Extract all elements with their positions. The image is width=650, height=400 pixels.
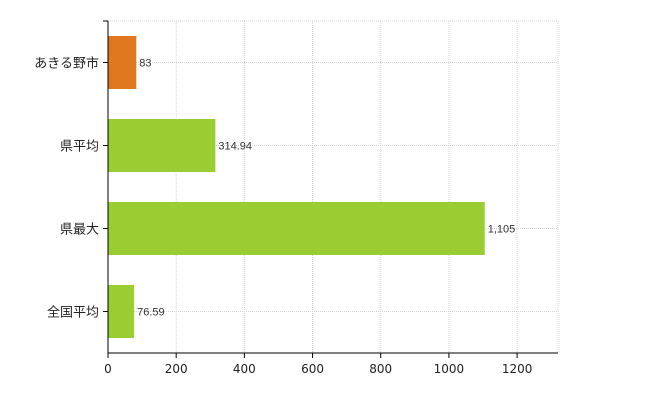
bar bbox=[108, 202, 485, 255]
x-tick-label: 200 bbox=[165, 362, 188, 376]
data-label: 83 bbox=[139, 58, 151, 70]
data-label: 76.59 bbox=[137, 307, 165, 319]
x-tick-label: 1200 bbox=[502, 362, 533, 376]
axes bbox=[103, 20, 558, 358]
data-label: 1,105 bbox=[488, 224, 516, 236]
labels: 83 あきる野市 314.94 県平均 1,105 県最大 76.59 全国平均 0 200 400… bbox=[34, 56, 532, 377]
x-tick-label: 600 bbox=[301, 362, 324, 376]
x-tick-label: 1000 bbox=[434, 362, 465, 376]
bars bbox=[108, 36, 485, 338]
x-tick-label: 0 bbox=[104, 362, 112, 376]
bar bbox=[108, 119, 216, 172]
category-label: 全国平均 bbox=[47, 305, 99, 321]
grid-lines bbox=[108, 20, 559, 353]
data-label: 314.94 bbox=[218, 141, 252, 153]
category-label: 県最大 bbox=[60, 223, 99, 238]
category-label: あきる野市 bbox=[34, 56, 99, 72]
x-tick-label: 400 bbox=[233, 362, 256, 376]
category-label: 県平均 bbox=[60, 140, 99, 155]
bar bbox=[108, 36, 137, 89]
x-tick-label: 800 bbox=[369, 362, 392, 376]
bar bbox=[108, 285, 135, 338]
